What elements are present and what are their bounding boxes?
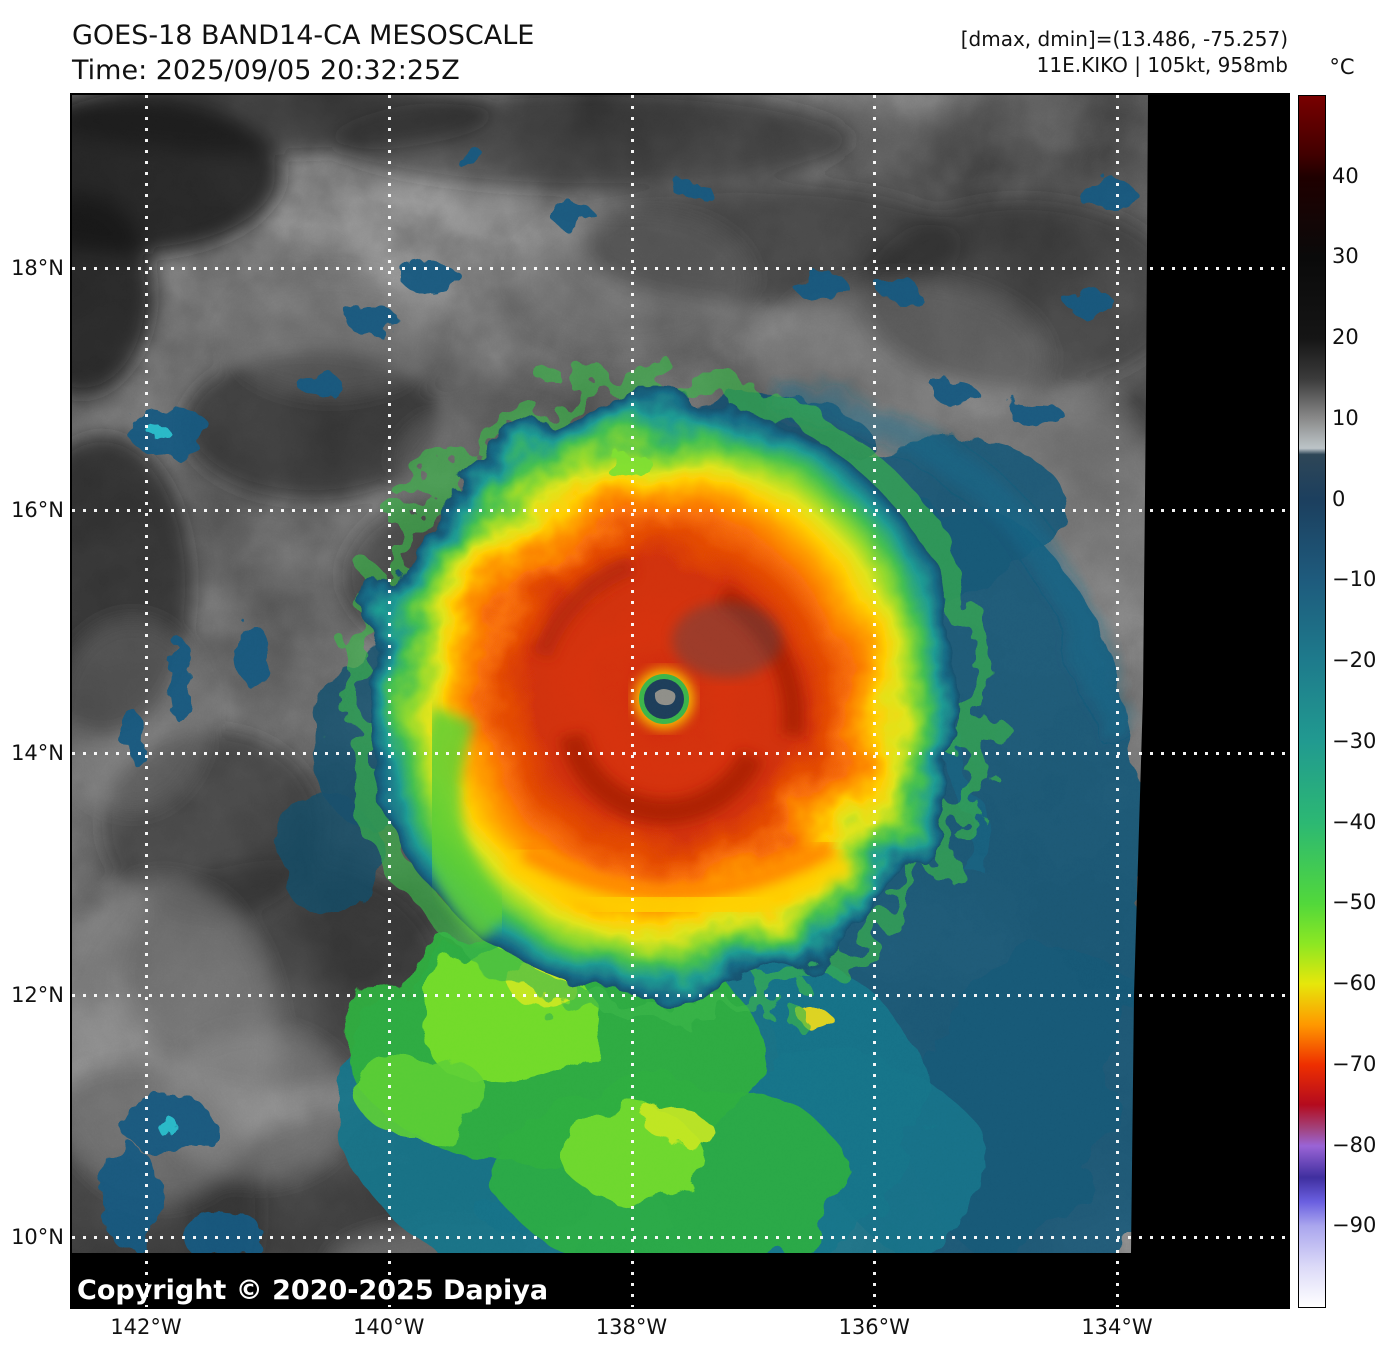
colorbar-tick-label: −60 bbox=[1332, 971, 1377, 996]
lon-tick-label: 142°W bbox=[110, 1315, 182, 1339]
colorbar-tick-label: −70 bbox=[1332, 1051, 1377, 1076]
colorbar-tick-label: −40 bbox=[1332, 809, 1377, 834]
colorbar-tick-label: 10 bbox=[1332, 405, 1359, 430]
copyright-watermark: Copyright © 2020-2025 Dapiya bbox=[77, 1275, 549, 1306]
colorbar-tick-label: −30 bbox=[1332, 728, 1377, 753]
colorbar-tick-label: 40 bbox=[1332, 163, 1359, 188]
lat-tick-label: 18°N bbox=[11, 256, 64, 280]
dmax-dmin-annotation: [dmax, dmin]=(13.486, -75.257) bbox=[960, 27, 1288, 51]
colorbar-tick-label: 20 bbox=[1332, 325, 1359, 350]
timestamp-line: Time: 2025/09/05 20:32:25Z bbox=[72, 55, 460, 86]
colorbar-tick-label: 0 bbox=[1332, 486, 1346, 511]
lat-tick-label: 12°N bbox=[11, 982, 64, 1007]
colorbar-tick-label: −50 bbox=[1332, 890, 1377, 915]
grain-overlay bbox=[72, 95, 1288, 1253]
lon-tick-label: 134°W bbox=[1081, 1315, 1153, 1339]
colorbar-tick-label: −80 bbox=[1332, 1132, 1377, 1157]
colorbar-tick-label: −90 bbox=[1332, 1213, 1377, 1238]
lon-tick-label: 138°W bbox=[595, 1315, 668, 1339]
colorbar-tick-label: −20 bbox=[1332, 648, 1377, 673]
colorbar-tick-label: 30 bbox=[1332, 244, 1359, 269]
satellite-ir-scene bbox=[72, 95, 1288, 1307]
storm-info-annotation: 11E.KIKO | 105kt, 958mb bbox=[1036, 53, 1288, 77]
lat-tick-label: 10°N bbox=[11, 1225, 64, 1249]
lon-tick-label: 136°W bbox=[838, 1315, 910, 1339]
colorbar bbox=[1298, 95, 1326, 1308]
colorbar-tick-label: −10 bbox=[1332, 567, 1377, 592]
lon-tick-label: 140°W bbox=[353, 1315, 425, 1339]
lat-tick-label: 14°N bbox=[11, 740, 64, 765]
satellite-map-plot: Copyright © 2020-2025 Dapiya bbox=[70, 93, 1290, 1309]
no-data-bottom-strip bbox=[72, 1253, 1288, 1307]
page-title: GOES-18 BAND14-CA MESOSCALE bbox=[72, 20, 535, 51]
lat-tick-label: 16°N bbox=[11, 498, 64, 523]
colorbar-unit-label: °C bbox=[1329, 55, 1355, 79]
